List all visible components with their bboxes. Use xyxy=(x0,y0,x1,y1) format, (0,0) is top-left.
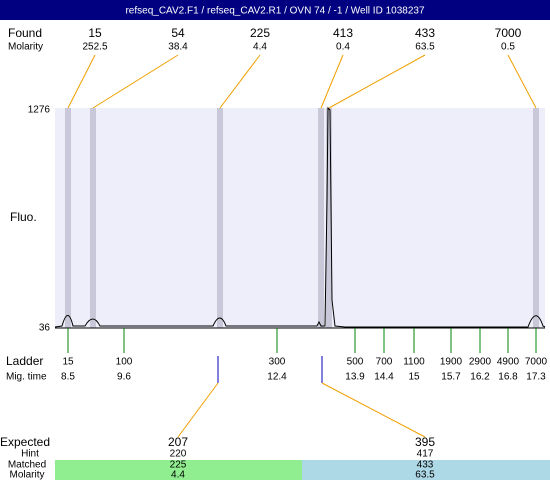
plot-area xyxy=(55,108,545,328)
found-molarity: 252.5 xyxy=(82,42,107,53)
hint-label: Hint xyxy=(21,449,39,460)
ladder-time: 9.6 xyxy=(117,372,131,383)
matched-molarity: 63.5 xyxy=(415,470,435,480)
ladder-time: 13.9 xyxy=(345,372,365,383)
matched-bar xyxy=(55,460,302,480)
ladder-time: 12.4 xyxy=(267,372,287,383)
found-size: 413 xyxy=(333,26,353,40)
peak-band xyxy=(533,108,539,328)
ladder-size: 700 xyxy=(376,357,393,368)
found-molarity: 0.5 xyxy=(501,42,515,53)
molarity-label: Molarity xyxy=(9,470,44,480)
found-molarity: 63.5 xyxy=(415,42,435,53)
expected-label: Expected xyxy=(0,435,50,449)
molarity-label: Molarity xyxy=(8,42,43,53)
ladder-size: 500 xyxy=(347,357,364,368)
found-size: 433 xyxy=(415,26,435,40)
found-molarity: 4.4 xyxy=(253,42,267,53)
ladder-time: 15.7 xyxy=(441,372,461,383)
connector xyxy=(92,54,179,109)
trace xyxy=(54,106,546,328)
peak-band xyxy=(90,108,96,328)
hint-size: 220 xyxy=(170,449,187,460)
found-label: Found xyxy=(8,26,42,40)
matched-bar xyxy=(302,460,550,480)
ladder-time: 15 xyxy=(408,372,420,383)
found-molarity: 0.4 xyxy=(336,42,350,53)
y-label: Fluo. xyxy=(10,210,37,224)
peak-band xyxy=(326,108,332,328)
peak-band xyxy=(217,108,223,328)
ladder-size: 1100 xyxy=(403,357,425,368)
ladder-size: 1900 xyxy=(440,357,463,368)
connector xyxy=(328,54,426,109)
expected-size: 395 xyxy=(415,435,435,449)
ladder-size: 7000 xyxy=(525,357,548,368)
y-min: 36 xyxy=(39,323,51,334)
found-molarity: 38.4 xyxy=(168,42,188,53)
found-size: 225 xyxy=(250,26,270,40)
connector xyxy=(321,382,426,438)
connector xyxy=(67,54,96,109)
hint-size: 417 xyxy=(417,449,434,460)
connector xyxy=(219,54,261,109)
ladder-time: 16.2 xyxy=(470,372,490,383)
connector xyxy=(177,382,219,438)
ladder-time: 8.5 xyxy=(61,372,75,383)
ladder-size: 15 xyxy=(62,357,74,368)
matched-size: 433 xyxy=(417,460,434,471)
peak-band xyxy=(318,108,324,328)
title: refseq_CAV2.F1 / refseq_CAV2.R1 / OVN 74… xyxy=(125,6,424,17)
ladder-time: 16.8 xyxy=(498,372,518,383)
connector xyxy=(507,54,537,109)
peak-band xyxy=(65,108,71,328)
connector xyxy=(320,54,344,109)
ladder-size: 300 xyxy=(269,357,286,368)
ladder-time: 17.3 xyxy=(526,372,546,383)
matched-molarity: 4.4 xyxy=(171,470,185,480)
y-max: 1276 xyxy=(28,105,51,116)
found-size: 15 xyxy=(88,26,102,40)
ladder-size: 2900 xyxy=(469,357,492,368)
matched-size: 225 xyxy=(170,460,187,471)
found-size: 54 xyxy=(171,26,185,40)
expected-size: 207 xyxy=(168,435,188,449)
ladder-time: 14.4 xyxy=(374,372,394,383)
title-bar xyxy=(0,0,550,20)
ladder-size: 4900 xyxy=(497,357,520,368)
migtime-label: Mig. time xyxy=(6,372,47,383)
found-size: 7000 xyxy=(495,26,522,40)
matched-label: Matched xyxy=(8,460,46,471)
ladder-size: 100 xyxy=(116,357,133,368)
ladder-label: Ladder xyxy=(6,354,43,368)
